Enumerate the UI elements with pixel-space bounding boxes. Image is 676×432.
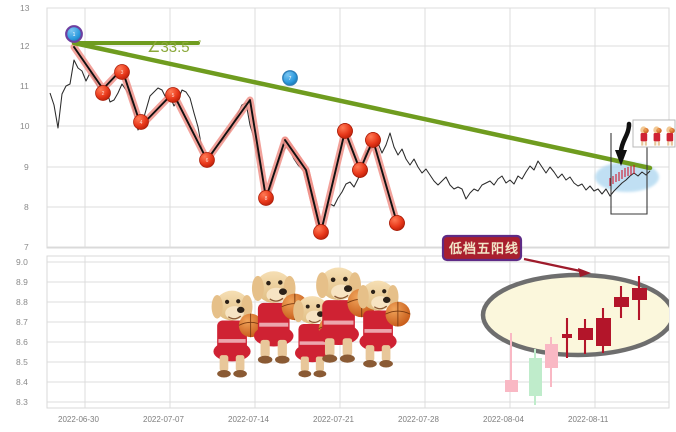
zigzag-marker[interactable]: 4: [133, 114, 149, 130]
candle[interactable]: [632, 276, 647, 320]
angle-degree-symbol: °: [198, 39, 201, 48]
candle[interactable]: [614, 286, 629, 318]
marker-number: 3: [121, 70, 124, 76]
zigzag-marker[interactable]: [389, 215, 405, 231]
price-line: [49, 59, 651, 233]
y-tick-label: 8.6: [16, 337, 28, 347]
mini-candle-cluster: [609, 165, 635, 186]
x-tick-label: 2022-07-28: [398, 415, 439, 424]
zigzag-marker[interactable]: 6: [199, 152, 215, 168]
zigzag-marker[interactable]: 3: [114, 64, 130, 80]
bullish-candle-group: [562, 276, 647, 358]
zigzag-marker[interactable]: [337, 123, 353, 139]
measure-bracket: [610, 133, 648, 215]
y-tick-label: 8.5: [16, 357, 28, 367]
angle-annotation: ∠33.5 °: [147, 39, 201, 56]
zigzag-marker[interactable]: 5: [165, 87, 181, 103]
y-tick-label: 8.8: [16, 297, 28, 307]
marker-number: 5: [172, 93, 175, 99]
pattern-callout-text: 低档五阳线: [448, 241, 519, 256]
y-tick-label: 8: [24, 202, 29, 212]
y-tick-label: 8.7: [16, 317, 28, 327]
y-tick-label: 9: [24, 162, 29, 172]
candle[interactable]: [596, 308, 611, 353]
y-tick-label: 8.9: [16, 277, 28, 287]
pivot-marker-1[interactable]: 1: [65, 25, 83, 43]
y-tick-label: 10: [20, 121, 30, 131]
downtrend-line: [71, 40, 653, 171]
candle[interactable]: [578, 319, 593, 354]
candle-faded: [529, 349, 542, 405]
x-tick-label: 2022-07-07: [143, 415, 184, 424]
candle-faded: [505, 333, 518, 392]
pattern-highlight-ellipse: [480, 272, 669, 358]
pivot-marker-2[interactable]: 7: [282, 70, 298, 86]
zigzag-marker[interactable]: [365, 132, 381, 148]
x-tick-label: 2022-06-30: [58, 415, 99, 424]
pivot-marker-number: 1: [73, 32, 76, 38]
y-tick-label: 8.4: [16, 377, 28, 387]
y-tick-label: 13: [20, 3, 30, 13]
zigzag-marker[interactable]: [352, 162, 368, 178]
pivot-marker-number: 7: [289, 76, 292, 82]
zigzag-marker[interactable]: 2: [95, 85, 111, 101]
zigzag-marker[interactable]: [313, 224, 329, 240]
y-tick-label: 7: [24, 242, 29, 252]
x-tick-label: 2022-08-11: [568, 415, 609, 424]
marker-number: 8: [265, 196, 268, 202]
marker-number: 4: [140, 120, 143, 126]
detail-panel-y-axis: 9.0 8.9 8.8 8.7 8.6 8.5 8.4 8.3: [16, 257, 28, 407]
marker-number: 2: [102, 91, 105, 97]
y-tick-label: 11: [20, 81, 29, 91]
mini-mascot-tooltip[interactable]: [632, 119, 676, 148]
candle-faded: [545, 337, 558, 387]
zigzag-markers-right: [313, 123, 405, 240]
x-tick-label: 2022-08-04: [483, 415, 524, 424]
x-tick-label: 2022-07-14: [228, 415, 269, 424]
candle[interactable]: [562, 318, 572, 358]
price-panel-y-axis: 13 12 11 10 9 8 7: [20, 3, 30, 252]
faded-candles: [505, 333, 558, 405]
basketball-dog-mascot-group: [211, 267, 411, 378]
angle-label-text: ∠33.5: [147, 39, 190, 56]
pattern-callout-badge[interactable]: 低档五阳线: [441, 234, 523, 262]
x-axis-labels: 2022-06-30 2022-07-07 2022-07-14 2022-07…: [58, 415, 609, 424]
mini-mascot-icon: [640, 126, 675, 146]
down-arrow-annotation: [615, 121, 632, 166]
callout-arrow: [523, 257, 591, 277]
marker-number: 6: [206, 158, 209, 164]
zigzag-marker[interactable]: 8: [258, 190, 274, 206]
x-tick-label: 2022-07-21: [313, 415, 354, 424]
y-tick-label: 9.0: [16, 257, 28, 267]
y-tick-label: 8.3: [16, 397, 28, 407]
y-tick-label: 12: [20, 41, 30, 51]
price-panel-grid: [46, 7, 670, 249]
